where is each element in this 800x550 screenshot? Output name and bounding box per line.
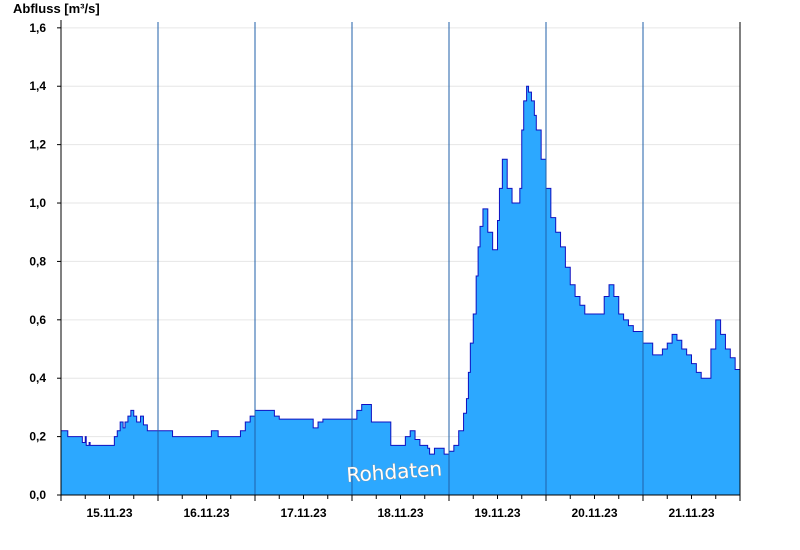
x-tick-label-6: 21.11.23 [668,506,714,520]
y-tick-label-0: 0,0 [29,488,46,502]
x-tick-label-2: 17.11.23 [280,506,326,520]
x-tick-label-3: 18.11.23 [377,506,423,520]
x-tick-label-5: 20.11.23 [571,506,617,520]
y-tick-label-3: 0,6 [29,313,46,327]
y-tick-label-6: 1,2 [29,138,46,152]
x-tick-label-0: 15.11.23 [86,506,132,520]
y-tick-label-2: 0,4 [29,371,46,385]
y-tick-label-7: 1,4 [29,79,46,93]
day-separators [157,22,644,495]
x-tick-label-1: 16.11.23 [183,506,229,520]
y-axis-label: Abfluss [m³/s] [13,1,100,16]
x-ticks: 15.11.23 16.11.23 17.11.23 18.11.23 19.11.23… [60,495,741,520]
discharge-line [61,85,741,455]
y-tick-label-8: 1,6 [29,21,46,35]
y-ticks: 0,0 0,2 0,4 0,6 0,8 1,0 1,2 1,4 1,6 [29,21,61,502]
y-tick-label-4: 0,8 [29,254,46,268]
y-tick-label-5: 1,0 [29,196,46,210]
grid-lines [61,27,740,438]
plot-area [61,85,741,496]
y-tick-label-1: 0,2 [29,430,46,444]
discharge-area [61,86,740,496]
x-tick-label-4: 19.11.23 [474,506,520,520]
